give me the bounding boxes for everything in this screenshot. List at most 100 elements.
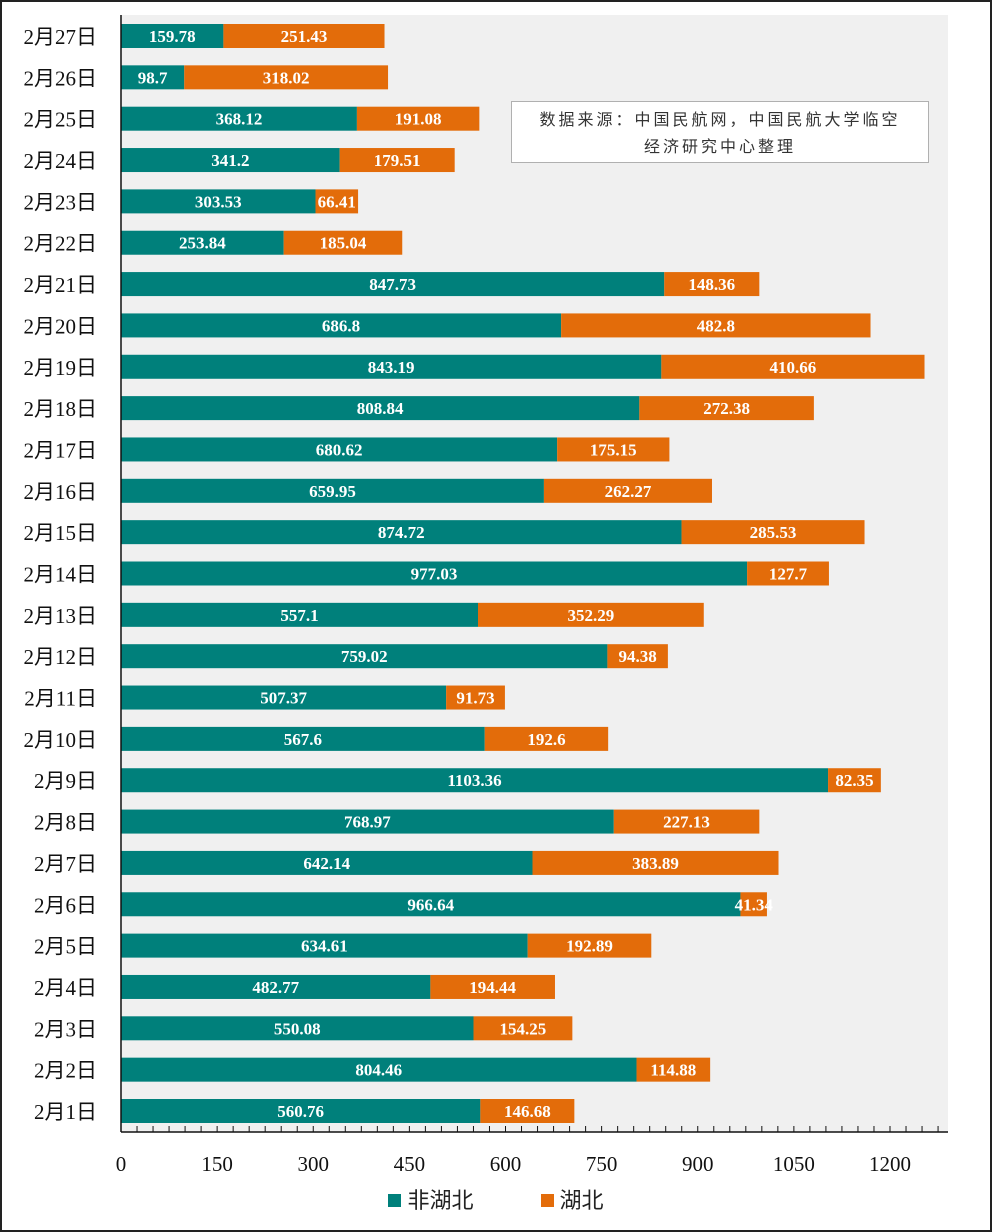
x-tick-label: 0 [116,1152,127,1176]
data-label-non-hubei: 759.02 [341,647,388,666]
bar-hubei [478,602,704,627]
x-tick-label: 450 [394,1152,426,1176]
bar-non-hubei [121,561,748,586]
bar-hubei [223,24,385,48]
data-label-hubei: 482.8 [697,316,735,335]
category-label: 2月18日 [24,397,98,421]
category-label: 2月5日 [34,935,97,959]
data-label-hubei: 352.29 [568,606,615,625]
bar-hubei [828,768,881,793]
legend-item-hubei: 湖北 [540,1183,604,1215]
category-label: 2月24日 [24,149,98,173]
data-label-hubei: 114.88 [650,1061,696,1080]
bar-non-hubei [121,726,485,751]
data-label-non-hubei: 680.62 [316,440,363,459]
bar-hubei [740,892,767,917]
bar-hubei [484,726,609,751]
legend-swatch-hubei [540,1193,554,1207]
category-label: 2月4日 [34,976,97,1000]
x-tick-label: 900 [682,1152,714,1176]
category-label: 2月15日 [24,521,98,545]
bar-non-hubei [121,1057,637,1082]
category-label: 2月19日 [24,356,98,380]
bar-non-hubei [121,189,316,214]
bar-hubei [315,189,359,214]
bars-group: 159.78 251.43 98.7 318.02 368.12 191.08 341.2 1… [121,24,925,1123]
category-label: 2月26日 [24,66,98,90]
bar-non-hubei [121,768,829,793]
bar-non-hubei [121,65,185,90]
data-label-hubei: 91.73 [456,689,494,708]
category-label: 2月1日 [34,1100,97,1124]
data-label-hubei: 185.04 [320,234,367,253]
bar-hubei [636,1057,711,1082]
bar-non-hubei [121,1016,474,1041]
data-label-hubei: 154.25 [500,1019,547,1038]
data-label-hubei: 262.27 [605,482,652,501]
bar-non-hubei [121,148,340,173]
bar-hubei [747,561,829,586]
category-labels: 2月27日 2月26日 2月25日 2月24日 2月23日 2月22日 2月21日 2月20日… [24,25,98,1124]
legend-item-non-hubei: 非湖北 [388,1183,474,1215]
bar-non-hubei [121,685,447,710]
bar-non-hubei [121,974,431,999]
data-label-non-hubei: 253.84 [179,234,226,253]
bar-hubei [639,396,814,421]
category-label: 2月16日 [24,480,98,504]
bar-hubei [543,478,712,503]
data-label-hubei: 272.38 [703,399,750,418]
x-tick-label: 600 [490,1152,522,1176]
data-label-hubei: 41.34 [735,895,774,914]
bar-hubei [664,272,760,297]
bar-hubei [532,850,779,875]
bar-non-hubei [121,437,558,462]
data-label-hubei: 194.44 [469,978,516,997]
bar-hubei [661,354,925,379]
legend-label-non-hubei: 非湖北 [407,1189,474,1214]
data-label-hubei: 191.08 [395,110,442,129]
bar-non-hubei [121,933,528,958]
data-label-hubei: 285.53 [750,523,797,542]
data-label-hubei: 148.36 [688,275,735,294]
category-label: 2月3日 [34,1017,97,1041]
data-label-non-hubei: 804.46 [355,1061,402,1080]
bar-non-hubei [121,809,614,834]
data-label-non-hubei: 1103.36 [447,771,501,790]
category-label: 2月12日 [24,645,98,669]
data-label-hubei: 192.89 [566,937,613,956]
data-label-non-hubei: 482.77 [252,978,299,997]
legend-label-hubei: 湖北 [559,1189,604,1214]
category-label: 2月2日 [34,1059,97,1083]
category-label: 2月10日 [24,728,98,752]
bar-hubei [184,65,389,90]
category-label: 2月23日 [24,190,98,214]
data-label-hubei: 227.13 [663,813,710,832]
bar-non-hubei [121,230,284,255]
x-tick-label: 1050 [773,1152,815,1176]
data-label-non-hubei: 966.64 [407,895,454,914]
legend: 非湖北 湖北 [0,1183,992,1215]
data-label-non-hubei: 557.1 [280,606,318,625]
bar-non-hubei [121,313,562,338]
bar-hubei [557,437,670,462]
category-label: 2月22日 [24,232,98,256]
data-label-non-hubei: 634.61 [301,937,348,956]
data-label-non-hubei: 843.19 [368,358,415,377]
data-label-non-hubei: 659.95 [309,482,356,501]
data-source-note: 数据来源：中国民航网，中国民航大学临空 经济研究中心整理 [511,101,929,163]
data-label-hubei: 318.02 [263,68,310,87]
bar-non-hubei [121,602,479,627]
bar-hubei [283,230,403,255]
data-label-non-hubei: 560.76 [277,1102,324,1121]
bar-non-hubei [121,850,533,875]
bar-hubei [473,1016,573,1041]
bar-hubei [339,148,455,173]
bar-hubei [607,644,668,669]
bar-hubei [480,1099,575,1123]
bar-non-hubei [121,354,662,379]
category-label: 2月7日 [34,852,97,876]
data-label-hubei: 66.41 [318,192,356,211]
bar-hubei [681,520,865,545]
data-label-non-hubei: 642.14 [303,854,350,873]
data-label-non-hubei: 341.2 [211,151,249,170]
